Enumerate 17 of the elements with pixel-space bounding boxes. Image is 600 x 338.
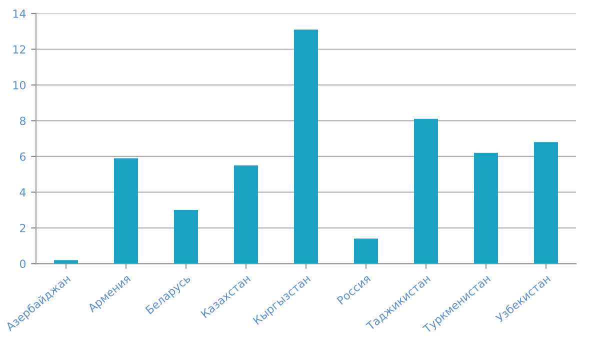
bar <box>54 260 78 264</box>
bar <box>474 152 498 264</box>
y-tick-label: 12 <box>13 45 26 54</box>
bar <box>534 142 558 264</box>
y-tick-label: 4 <box>20 188 26 196</box>
bar <box>354 238 378 264</box>
bar <box>234 165 258 264</box>
bar <box>414 118 438 264</box>
y-tick-label: 2 <box>20 224 26 232</box>
y-tick-label: 14 <box>13 10 26 18</box>
y-tick-label: 0 <box>20 260 26 268</box>
bar <box>294 30 318 264</box>
y-tick-label: 10 <box>13 80 26 90</box>
bar <box>174 210 198 264</box>
y-tick-label: 8 <box>20 116 26 126</box>
y-tick-label: 6 <box>20 152 26 161</box>
bar <box>114 158 138 264</box>
